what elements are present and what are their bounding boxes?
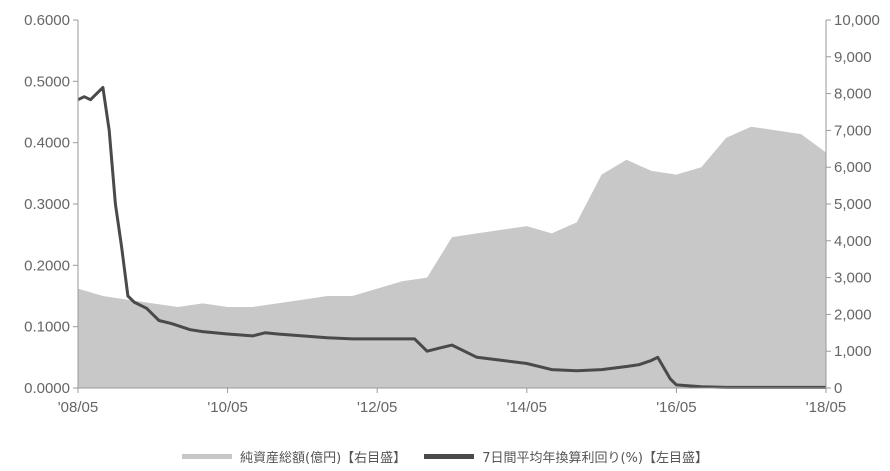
legend-swatch-net-assets [182, 454, 232, 459]
x-tick-label: '08/05 [58, 399, 98, 416]
right-tick-label: 0 [834, 380, 842, 397]
right-tick-label: 1,000 [834, 343, 872, 360]
right-tick-label: 9,000 [834, 49, 872, 66]
legend-item-net-assets: 純資産総額(億円)【右目盛】 [182, 447, 406, 466]
left-tick-label: 0.4000 [24, 135, 70, 152]
right-tick-label: 5,000 [834, 196, 872, 213]
right-tick-label: 8,000 [834, 86, 872, 103]
right-tick-label: 4,000 [834, 233, 872, 250]
left-tick-label: 0.1000 [24, 319, 70, 336]
left-tick-label: 0.2000 [24, 257, 70, 274]
x-tick-label: '16/05 [656, 399, 696, 416]
chart-area: 0.0000 0.1000 0.2000 0.3000 0.4000 0.5000 0.60… [0, 0, 890, 440]
net-assets-area [78, 127, 826, 388]
left-tick-label: 0.6000 [24, 12, 70, 29]
right-tick-label: 7,000 [834, 122, 872, 139]
x-tick-label: '18/05 [806, 399, 846, 416]
left-tick-label: 0.3000 [24, 196, 70, 213]
right-tick-label: 10,000 [834, 12, 880, 29]
x-tick-label: '10/05 [207, 399, 247, 416]
left-tick-label: 0.5000 [24, 73, 70, 90]
legend: 純資産総額(億円)【右目盛】 7日間平均年換算利回り(%)【左目盛】 [0, 446, 890, 466]
right-tick-label: 3,000 [834, 270, 872, 287]
legend-item-yield: 7日間平均年換算利回り(%)【左目盛】 [424, 447, 708, 466]
x-tick-label: '14/05 [507, 399, 547, 416]
right-tick-label: 6,000 [834, 159, 872, 176]
left-tick-label: 0.0000 [24, 380, 70, 397]
legend-swatch-yield [424, 454, 474, 459]
x-tick-label: '12/05 [357, 399, 397, 416]
legend-label-net-assets: 純資産総額(億円)【右目盛】 [240, 447, 406, 466]
legend-label-yield: 7日間平均年換算利回り(%)【左目盛】 [482, 447, 708, 466]
net-assets-area-layer [78, 127, 826, 388]
right-tick-label: 2,000 [834, 306, 872, 323]
